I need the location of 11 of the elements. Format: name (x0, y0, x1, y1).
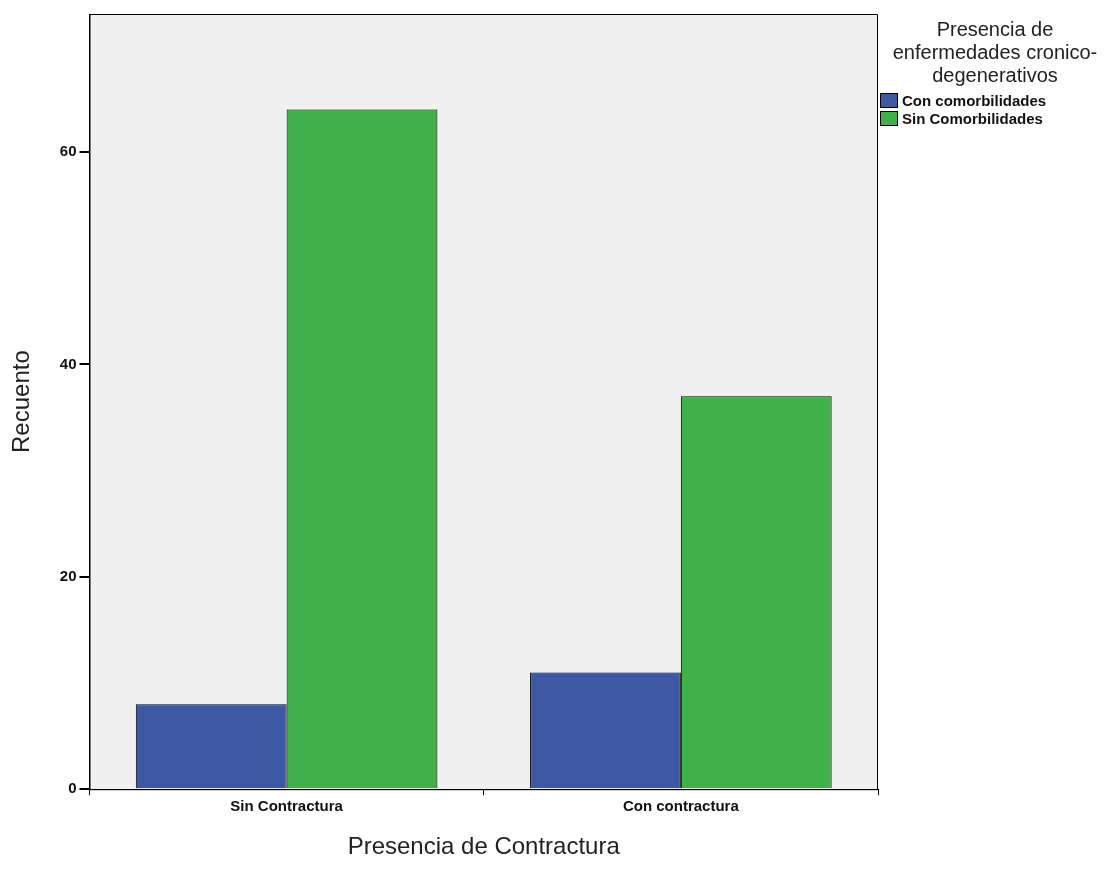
x-tick-label: Con contractura (622, 797, 740, 815)
y-tick-label: 40 (59, 354, 77, 372)
legend-title: Presencia de enfermedades cronico-degenerativos (891, 18, 1099, 87)
y-tick-label: 20 (59, 566, 77, 584)
legend-label: Sin Comorbilidades (902, 109, 1043, 127)
x-axis-title: Presencia de Contractura (347, 832, 621, 860)
x-tick-label: Sin Contractura (230, 797, 344, 815)
legend-label: Con comorbilidades (902, 91, 1047, 109)
y-axis-title: Recuento (7, 350, 35, 453)
y-tick-label: 0 (68, 779, 77, 797)
y-tick-label: 60 (59, 142, 77, 160)
